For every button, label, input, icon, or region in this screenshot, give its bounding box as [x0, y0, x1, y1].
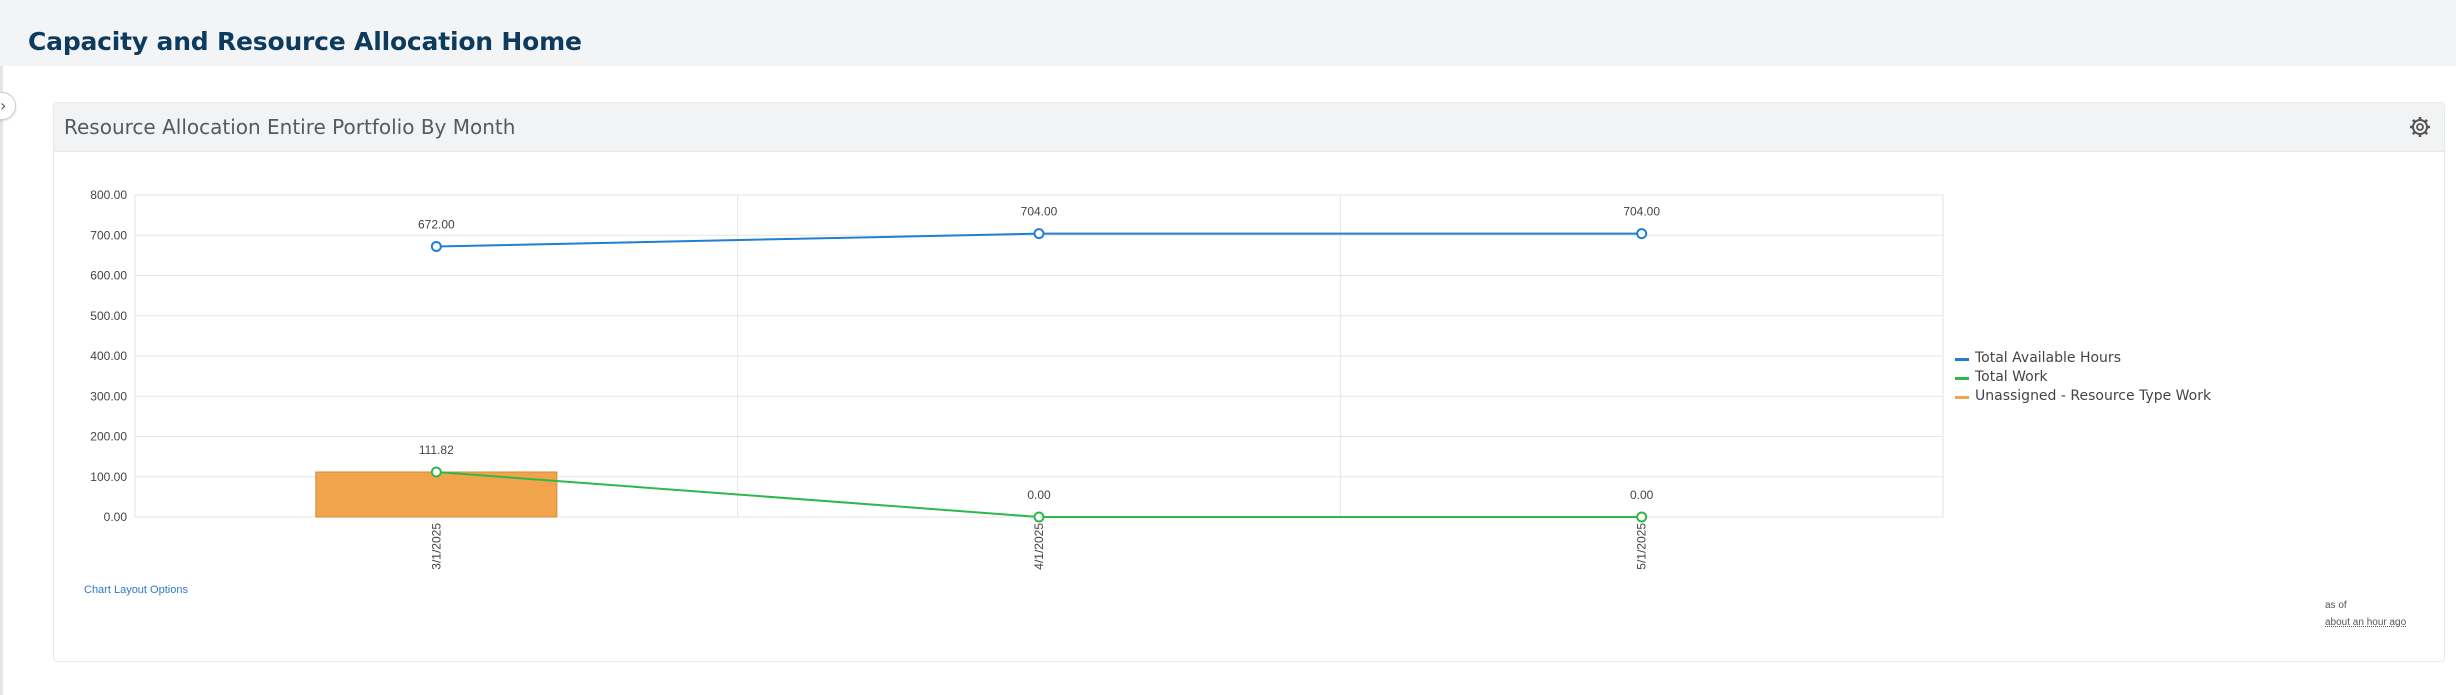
left-rail	[0, 66, 3, 695]
data-label-total-available-hours: 704.00	[1021, 205, 1058, 219]
page-title: Capacity and Resource Allocation Home	[28, 27, 582, 56]
chevron-right-icon: ›	[0, 96, 7, 115]
data-label-total-work: 0.00	[1027, 488, 1051, 502]
y-tick-label: 200.00	[90, 430, 127, 444]
chart-layout-options-link[interactable]: Chart Layout Options	[84, 584, 188, 596]
gear-icon[interactable]	[2408, 115, 2432, 139]
bar-unassigned-resource-type-work	[315, 471, 558, 518]
point-total-work	[1033, 511, 1045, 523]
x-tick-label: 4/1/2025	[1032, 523, 1046, 570]
y-tick-label: 300.00	[90, 389, 127, 403]
x-tick-label: 5/1/2025	[1635, 523, 1649, 570]
y-tick-label: 100.00	[90, 470, 127, 484]
y-tick-label: 600.00	[90, 269, 127, 283]
y-tick-label: 500.00	[90, 309, 127, 323]
point-total-available-hours	[1636, 228, 1648, 240]
data-label-total-available-hours: 672.00	[418, 218, 455, 232]
x-tick-label: 3/1/2025	[429, 523, 443, 570]
legend-label: Total Work	[1975, 369, 2048, 385]
point-total-available-hours	[1033, 228, 1045, 240]
data-label-total-available-hours: 704.00	[1623, 205, 1660, 219]
point-total-work	[1636, 511, 1648, 523]
legend-swatch	[1955, 377, 1969, 380]
data-label-total-work: 111.82	[419, 443, 454, 457]
point-total-work	[430, 466, 442, 478]
asof-label: as of	[2325, 600, 2347, 611]
point-total-available-hours	[430, 241, 442, 253]
card-header: Resource Allocation Entire Portfolio By …	[54, 103, 2444, 152]
y-tick-label: 0.00	[104, 510, 128, 524]
y-tick-label: 700.00	[90, 228, 127, 242]
y-tick-label: 800.00	[90, 188, 127, 202]
card-title: Resource Allocation Entire Portfolio By …	[64, 115, 516, 139]
legend-label: Total Available Hours	[1975, 350, 2121, 366]
y-tick-label: 400.00	[90, 349, 127, 363]
legend-swatch	[1955, 396, 1969, 399]
legend-swatch	[1955, 358, 1969, 361]
data-label-total-work: 0.00	[1630, 488, 1654, 502]
page-header	[0, 0, 2456, 66]
asof-time: about an hour ago	[2325, 617, 2407, 628]
legend-label: Unassigned - Resource Type Work	[1975, 388, 2212, 404]
